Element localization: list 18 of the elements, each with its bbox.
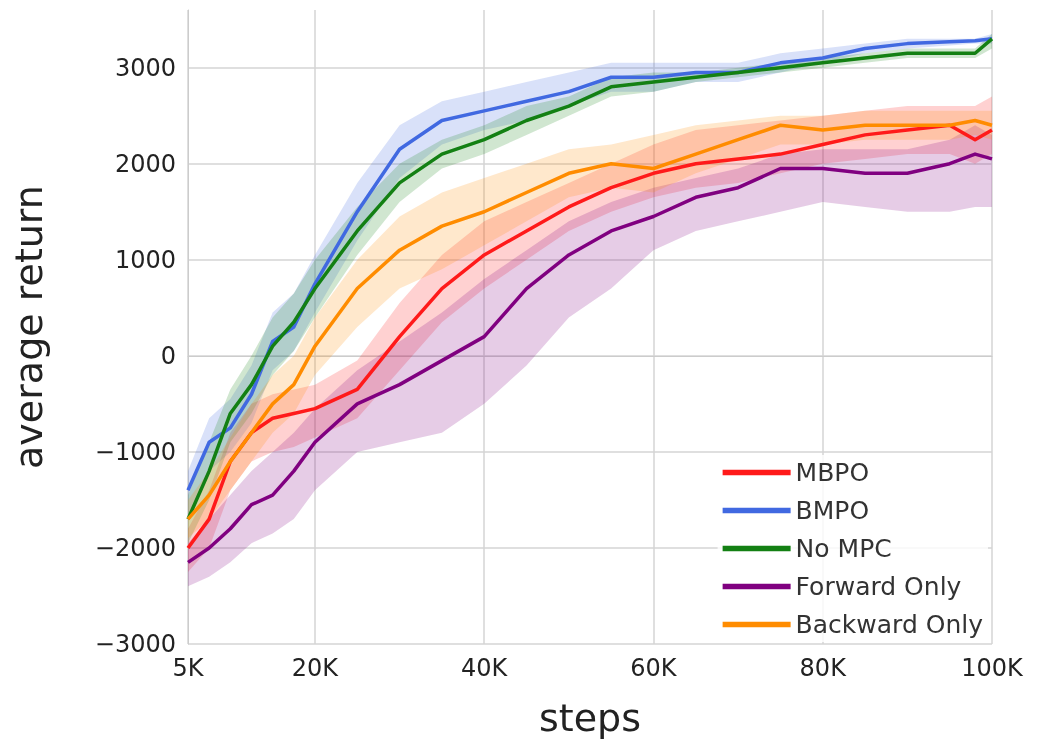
y-axis-title: average return bbox=[7, 185, 51, 469]
y-tick-label: 1000 bbox=[114, 245, 176, 274]
legend-label: No MPC bbox=[795, 534, 892, 563]
y-tick-label: 0 bbox=[160, 341, 176, 370]
legend-label: MBPO bbox=[795, 458, 870, 487]
x-tick-label: 80K bbox=[799, 654, 848, 682]
x-tick-label: 100K bbox=[961, 654, 1025, 682]
y-tick-label: 3000 bbox=[114, 53, 176, 82]
y-tick-label: −1000 bbox=[94, 437, 176, 466]
y-tick-label: −2000 bbox=[94, 533, 176, 562]
x-tick-label: 60K bbox=[630, 654, 678, 682]
x-tick-label: 20K bbox=[291, 654, 340, 682]
legend-label: BMPO bbox=[795, 496, 870, 525]
y-tick-label: 2000 bbox=[114, 149, 176, 178]
x-tick-label: 40K bbox=[461, 654, 509, 682]
legend-label: Backward Only bbox=[795, 610, 984, 639]
x-axis-title: steps bbox=[539, 696, 641, 740]
legend-label: Forward Only bbox=[795, 572, 962, 601]
